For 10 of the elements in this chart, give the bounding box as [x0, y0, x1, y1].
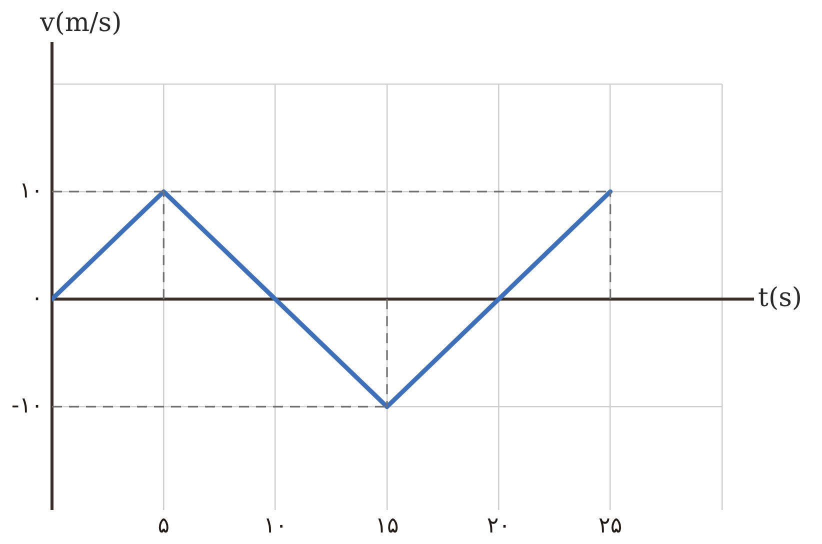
x-tick-label: ۱۰	[264, 514, 288, 539]
x-tick-label: ۱۵	[375, 514, 399, 539]
x-axis-title: t(s)	[758, 282, 802, 313]
x-tick-label: ۵	[158, 514, 170, 539]
x-tick-label: ۲۰	[486, 514, 510, 539]
x-tick-label: ۲۵	[598, 514, 622, 539]
y-axis-title: v(m/s)	[39, 8, 122, 38]
y-tick-label: ۰	[31, 286, 43, 311]
y-tick-label: ۱۰	[19, 178, 43, 204]
y-tick-label: -۱۰	[11, 393, 43, 418]
